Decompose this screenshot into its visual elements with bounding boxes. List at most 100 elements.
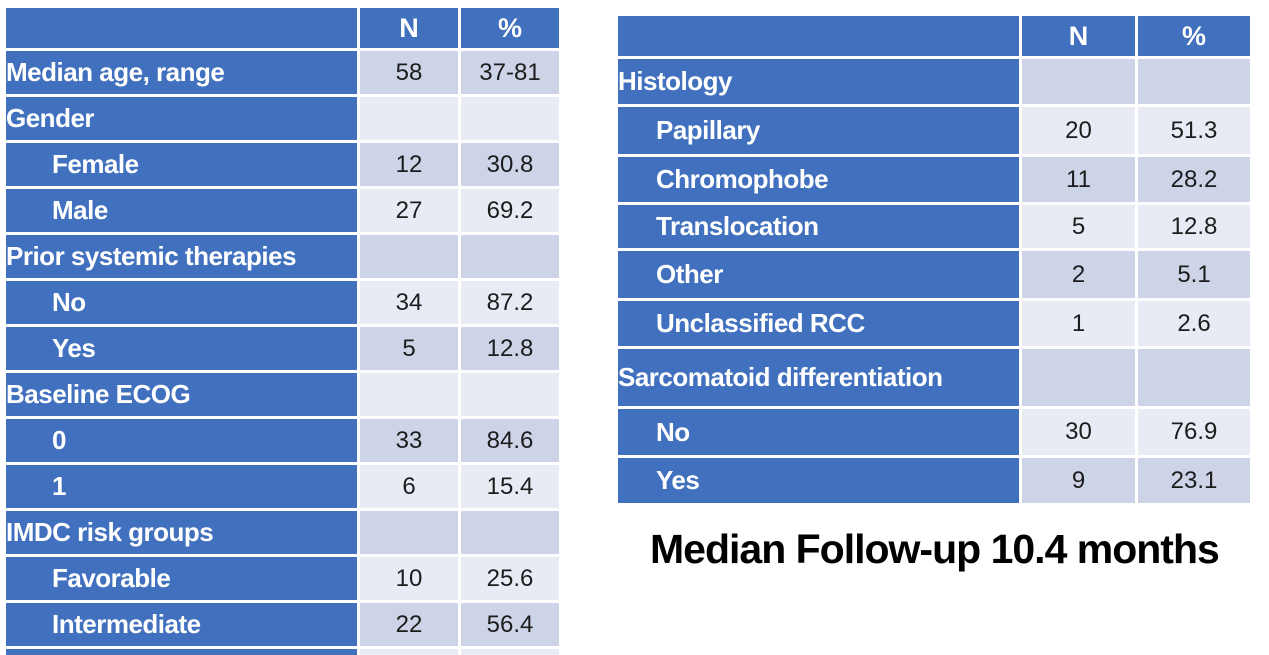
pct-value-cell [1138, 349, 1250, 406]
header-n-cell: N [1022, 16, 1135, 56]
row-label-cell: Favorable [6, 557, 357, 600]
n-value-cell: 27 [360, 189, 458, 232]
table-row: Prior systemic therapies [6, 235, 559, 278]
table-row: Median age, range 58 37-81 [6, 51, 559, 94]
n-value-cell [360, 511, 458, 554]
pct-value-cell [461, 235, 559, 278]
n-value-cell: 33 [360, 419, 458, 462]
header-blank-cell [6, 8, 357, 48]
n-value-cell [360, 373, 458, 416]
pct-value-cell: 87.2 [461, 281, 559, 324]
n-value-cell: 58 [360, 51, 458, 94]
row-label-cell: Histology [618, 59, 1019, 104]
header-pct-cell: % [1138, 16, 1250, 56]
n-value-cell: 5 [360, 327, 458, 370]
table-row: Chromophobe 11 28.2 [618, 157, 1250, 202]
table-row: Gender [6, 97, 559, 140]
row-label-cell: Median age, range [6, 51, 357, 94]
histology-table: N % Histology Papillary 20 51.3 Chromophobe 1… [615, 13, 1253, 506]
n-value-cell: 34 [360, 281, 458, 324]
row-label-cell: Male [6, 189, 357, 232]
pct-value-cell: 12.8 [461, 327, 559, 370]
row-label-cell: No [6, 281, 357, 324]
n-value-cell: 1 [1022, 301, 1135, 346]
pct-value-cell: 56.4 [461, 603, 559, 646]
row-label-cell: Yes [618, 458, 1019, 503]
pct-value-cell: 51.3 [1138, 107, 1250, 154]
pct-value-cell: 37-81 [461, 51, 559, 94]
row-label-cell: Prior systemic therapies [6, 235, 357, 278]
pct-value-cell: 30.8 [461, 143, 559, 186]
pct-value-cell [461, 511, 559, 554]
table-row: Papillary 20 51.3 [618, 107, 1250, 154]
row-label-cell: Papillary [618, 107, 1019, 154]
table-row: Yes 5 12.8 [6, 327, 559, 370]
row-label-cell: Gender [6, 97, 357, 140]
table-row: Poor717.9 [6, 649, 559, 655]
pct-value-cell: 28.2 [1138, 157, 1250, 202]
row-label-cell: 1 [6, 465, 357, 508]
table-row: Sarcomatoid differentiation [618, 349, 1250, 406]
pct-value-cell: 12.8 [1138, 205, 1250, 248]
n-value-cell: 5 [1022, 205, 1135, 248]
patient-characteristics-table: N % Median age, range 58 37-81 Gender Female… [3, 5, 562, 655]
n-value-cell: 9 [1022, 458, 1135, 503]
row-label-cell: 0 [6, 419, 357, 462]
table-row: No 30 76.9 [618, 409, 1250, 455]
table-row: Male 27 69.2 [6, 189, 559, 232]
n-value-cell: 7 [360, 649, 458, 655]
table-row: Favorable 10 25.6 [6, 557, 559, 600]
header-blank-cell [618, 16, 1019, 56]
row-label-cell: Yes [6, 327, 357, 370]
pct-value-cell: 69.2 [461, 189, 559, 232]
row-label-cell: Poor [6, 649, 357, 655]
n-value-cell: 20 [1022, 107, 1135, 154]
table-row: No 34 87.2 [6, 281, 559, 324]
header-n-cell: N [360, 8, 458, 48]
row-label-cell: Intermediate [6, 603, 357, 646]
n-value-cell [1022, 349, 1135, 406]
median-followup-note: Median Follow-up 10.4 months [650, 526, 1220, 572]
table-row: Unclassified RCC 1 2.6 [618, 301, 1250, 346]
table-header-row: N % [6, 8, 559, 48]
row-label-cell: Chromophobe [618, 157, 1019, 202]
n-value-cell [360, 97, 458, 140]
n-value-cell [1022, 59, 1135, 104]
table-row: 1 6 15.4 [6, 465, 559, 508]
table-row: Translocation 5 12.8 [618, 205, 1250, 248]
n-value-cell: 6 [360, 465, 458, 508]
table-row: Yes 9 23.1 [618, 458, 1250, 503]
pct-value-cell: 15.4 [461, 465, 559, 508]
pct-value-cell [1138, 59, 1250, 104]
n-value-cell: 12 [360, 143, 458, 186]
table-row: Other 2 5.1 [618, 251, 1250, 298]
pct-value-cell: 5.1 [1138, 251, 1250, 298]
table-row: Intermediate 22 56.4 [6, 603, 559, 646]
row-label-cell: Other [618, 251, 1019, 298]
row-label-cell: No [618, 409, 1019, 455]
pct-value-cell [461, 373, 559, 416]
row-label-cell: Unclassified RCC [618, 301, 1019, 346]
pct-value-cell [461, 97, 559, 140]
n-value-cell: 11 [1022, 157, 1135, 202]
table-row: Histology [618, 59, 1250, 104]
n-value-cell: 30 [1022, 409, 1135, 455]
row-label-cell: IMDC risk groups [6, 511, 357, 554]
row-label-cell: Translocation [618, 205, 1019, 248]
table-header-row: N % [618, 16, 1250, 56]
table-row: IMDC risk groups [6, 511, 559, 554]
table-row: Baseline ECOG [6, 373, 559, 416]
n-value-cell: 2 [1022, 251, 1135, 298]
n-value-cell: 10 [360, 557, 458, 600]
n-value-cell: 22 [360, 603, 458, 646]
pct-value-cell: 25.6 [461, 557, 559, 600]
pct-value-cell: 17.9 [461, 649, 559, 655]
pct-value-cell: 84.6 [461, 419, 559, 462]
pct-value-cell: 76.9 [1138, 409, 1250, 455]
row-label-cell: Sarcomatoid differentiation [618, 349, 1019, 406]
row-label-cell: Baseline ECOG [6, 373, 357, 416]
n-value-cell [360, 235, 458, 278]
pct-value-cell: 2.6 [1138, 301, 1250, 346]
table-row: Female 12 30.8 [6, 143, 559, 186]
